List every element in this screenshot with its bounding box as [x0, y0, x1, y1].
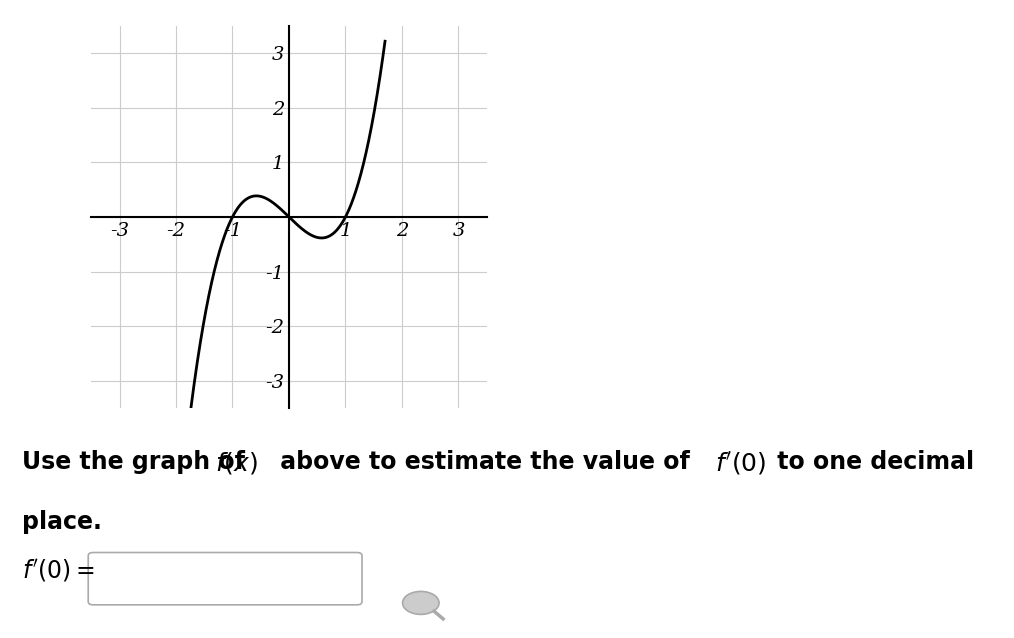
Text: above to estimate the value of: above to estimate the value of [272, 450, 698, 474]
Text: $f'(0)=$: $f'(0)=$ [22, 558, 95, 584]
Text: $f(x)$: $f(x)$ [215, 450, 258, 476]
Text: to one decimal: to one decimal [769, 450, 973, 474]
Text: $f'(0)$: $f'(0)$ [715, 450, 767, 477]
FancyBboxPatch shape [88, 553, 362, 605]
Circle shape [403, 591, 439, 614]
Text: place.: place. [22, 510, 102, 535]
Text: Use the graph of: Use the graph of [22, 450, 254, 474]
